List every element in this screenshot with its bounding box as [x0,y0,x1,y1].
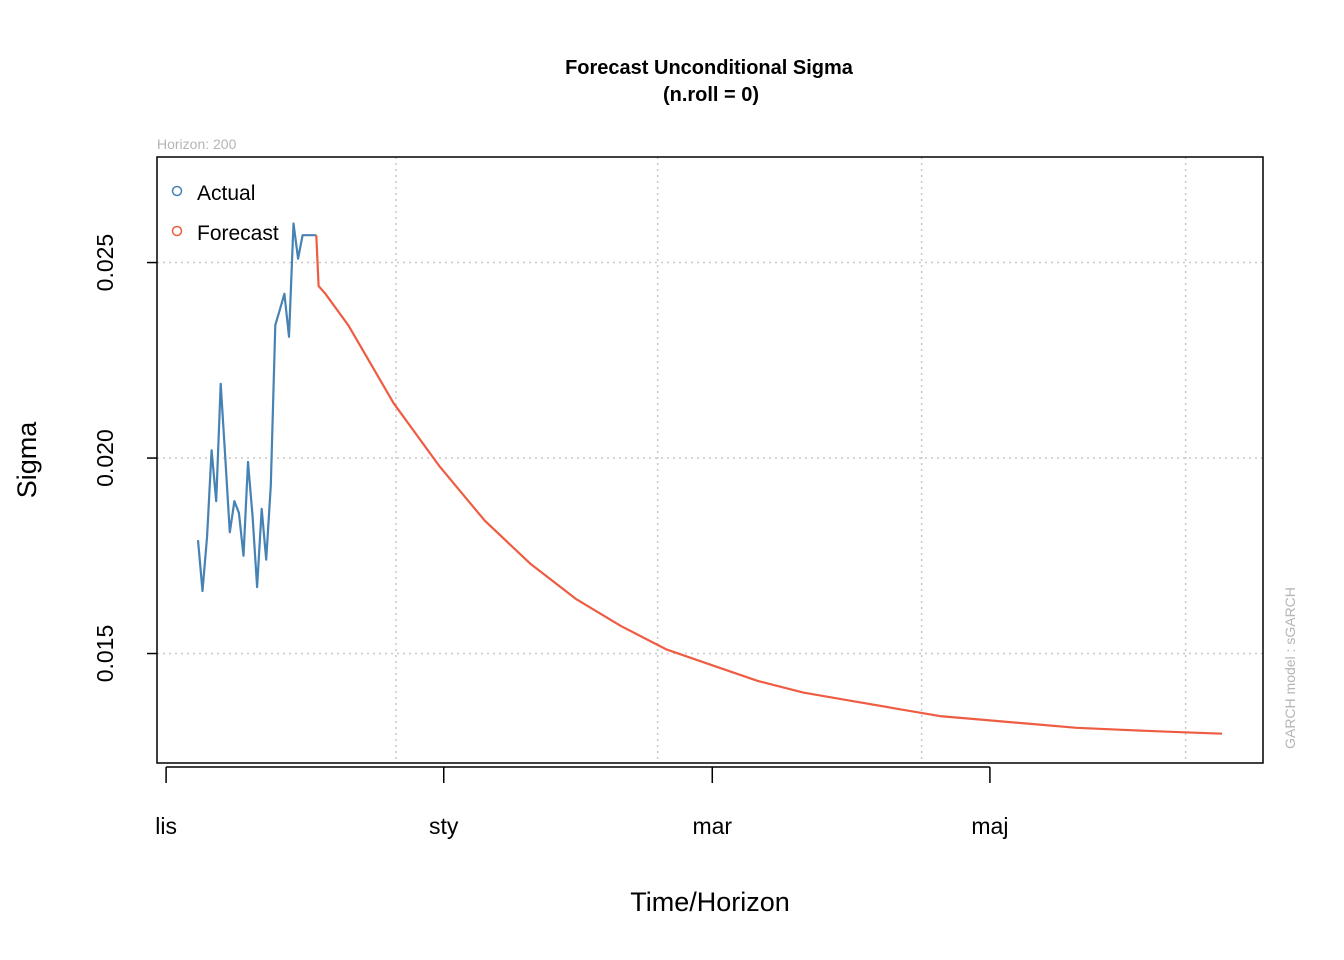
x-tick-label-0: lis [155,813,177,839]
series-line-actual [196,222,317,593]
legend-marker-actual [171,185,183,197]
chart-title: Forecast Unconditional Sigma [565,57,854,79]
series-layer [196,222,1223,735]
legend-label-actual: Actual [197,182,255,205]
legend-marker-forecast [171,225,183,237]
x-tick-label-3: maj [971,813,1008,839]
x-axis: lis sty mar maj [155,766,1008,839]
series-line-forecast [315,235,1223,735]
grid-lines [157,157,1263,763]
x-axis-title: Time/Horizon [630,887,790,917]
horizon-note: Horizon: 200 [157,136,237,152]
plot-frame [156,156,1264,764]
legend-label-forecast: Forecast [197,222,279,245]
y-tick-label-1: 0.020 [92,429,118,487]
y-axis: 0.015 0.020 0.025 [92,234,157,683]
y-axis-title: Sigma [12,421,42,499]
model-note: GARCH model : sGARCH [1282,587,1298,749]
x-tick-label-1: sty [429,813,459,839]
legend: Actual Forecast [171,182,279,245]
chart-subtitle: (n.roll = 0) [663,84,759,106]
x-tick-label-2: mar [692,813,732,839]
y-tick-label-2: 0.025 [92,234,118,292]
y-tick-label-0: 0.015 [92,625,118,683]
